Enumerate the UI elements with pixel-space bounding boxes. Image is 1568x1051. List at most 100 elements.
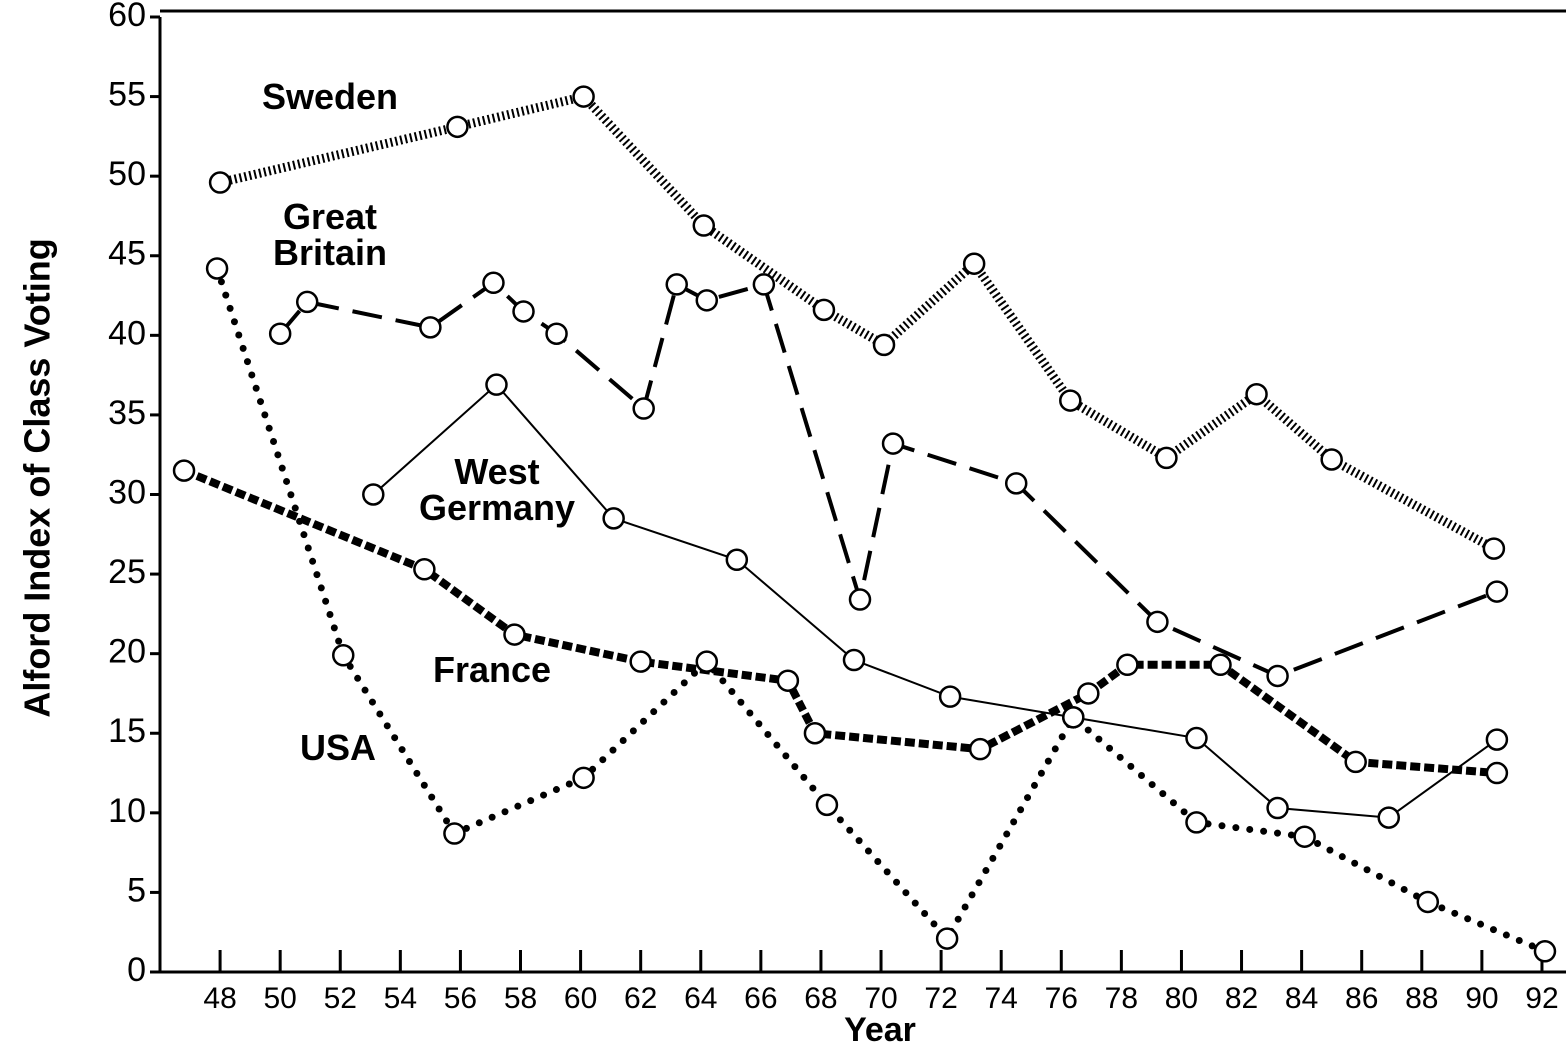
y-tick-label: 10	[108, 792, 146, 830]
data-point	[1320, 448, 1343, 471]
data-point	[803, 722, 827, 745]
data-point	[443, 822, 466, 845]
data-point	[1155, 446, 1178, 470]
x-tick-label: 76	[1045, 982, 1078, 1015]
data-point	[632, 397, 655, 420]
y-tick-label: 15	[108, 712, 146, 750]
series-line	[182, 466, 1498, 778]
x-tick-label: 80	[1165, 982, 1198, 1015]
data-point	[776, 669, 800, 692]
y-tick-label: 25	[108, 553, 146, 591]
data-point	[1485, 728, 1509, 751]
y-tick-label: 60	[108, 0, 146, 34]
data-point	[503, 623, 526, 646]
series-label: Sweden	[261, 76, 399, 117]
data-point	[872, 333, 896, 357]
series-line	[213, 264, 1549, 955]
data-point	[1293, 825, 1316, 848]
data-point	[665, 273, 688, 296]
x-tick-label: 84	[1285, 982, 1318, 1015]
data-point	[268, 322, 292, 345]
data-point	[1116, 653, 1139, 677]
data-point	[572, 766, 595, 790]
data-point	[205, 257, 229, 280]
data-point	[968, 737, 992, 761]
data-point	[172, 459, 196, 482]
data-point	[629, 650, 652, 673]
data-point	[881, 432, 905, 455]
y-tick-label: 30	[108, 473, 146, 511]
x-axis-title: Year	[844, 1011, 916, 1049]
data-point	[1185, 811, 1208, 834]
data-point	[485, 373, 508, 396]
data-point	[1077, 682, 1100, 705]
data-point	[419, 316, 442, 339]
data-point	[935, 927, 959, 950]
data-point	[938, 685, 962, 708]
x-tick-label: 64	[684, 982, 717, 1015]
x-tick-label: 54	[384, 982, 417, 1015]
y-tick-label: 50	[108, 155, 146, 193]
data-point	[1344, 750, 1367, 774]
data-point	[602, 507, 625, 530]
series-line	[219, 91, 1497, 553]
data-point	[752, 273, 776, 296]
y-tick-label: 5	[127, 871, 146, 909]
data-point	[1377, 806, 1400, 829]
data-point	[1004, 472, 1028, 495]
y-tick-label: 35	[108, 394, 146, 432]
x-tick-label: 50	[263, 982, 296, 1015]
x-tick-label: 92	[1525, 982, 1558, 1015]
x-tick-label: 70	[864, 982, 897, 1015]
y-tick-label: 45	[108, 235, 146, 273]
y-axis-title: Alford Index of Class Voting	[17, 238, 58, 717]
series-line	[278, 280, 1498, 679]
x-tick-label: 48	[203, 982, 236, 1015]
data-point	[1416, 890, 1440, 914]
y-tick-label: 20	[108, 633, 146, 671]
data-point	[962, 252, 986, 275]
x-tick-label: 82	[1225, 982, 1258, 1015]
data-point	[295, 290, 319, 314]
y-tick-label: 40	[108, 314, 146, 352]
data-point	[446, 115, 469, 139]
series-label: Great Britain	[272, 196, 387, 273]
x-tick-label: 58	[504, 982, 537, 1015]
data-point	[1209, 653, 1232, 677]
data-point	[1485, 580, 1509, 603]
x-tick-label: 86	[1345, 982, 1378, 1015]
data-point	[1266, 796, 1289, 820]
data-point	[208, 171, 232, 194]
x-tick-label: 56	[444, 982, 477, 1015]
data-point	[842, 648, 866, 672]
x-tick-label: 72	[924, 982, 957, 1015]
data-point	[572, 85, 595, 108]
data-point	[815, 793, 839, 817]
x-tick-label: 78	[1105, 982, 1138, 1015]
data-point	[1059, 389, 1082, 412]
series-label: West Germany	[418, 451, 576, 528]
data-point	[1485, 761, 1509, 785]
series-label: France	[432, 649, 552, 690]
x-tick-label: 60	[564, 982, 597, 1015]
data-point	[1482, 537, 1506, 560]
data-point	[1533, 940, 1557, 963]
x-tick-label: 62	[624, 982, 657, 1015]
data-point	[1062, 706, 1085, 729]
data-point	[848, 588, 872, 611]
x-tick-label: 88	[1405, 982, 1438, 1015]
x-tick-label: 90	[1465, 982, 1498, 1015]
data-point	[482, 271, 505, 295]
data-point	[1266, 664, 1289, 688]
data-point	[812, 298, 836, 322]
series-label: USA	[299, 727, 377, 768]
x-tick-label: 74	[985, 982, 1018, 1015]
data-point	[725, 548, 749, 572]
data-point	[695, 650, 719, 673]
data-point	[545, 322, 568, 345]
data-point	[695, 289, 719, 312]
data-point	[362, 483, 385, 506]
data-point	[692, 214, 716, 237]
